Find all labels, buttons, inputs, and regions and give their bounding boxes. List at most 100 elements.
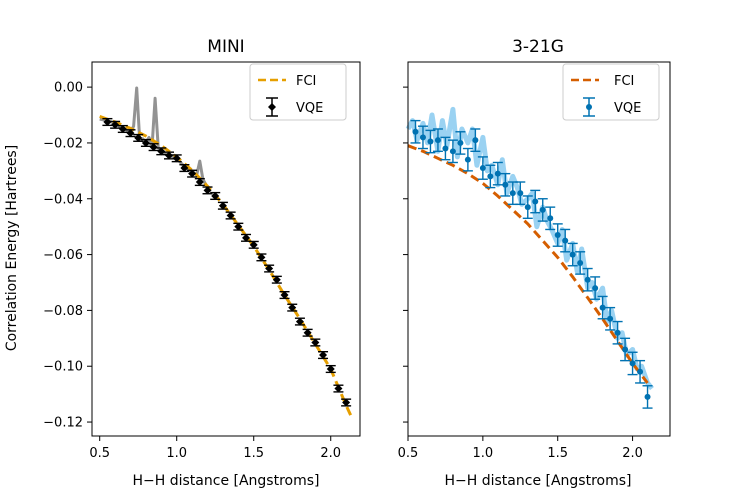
vqe-marker xyxy=(554,232,561,239)
vqe-marker xyxy=(326,365,335,374)
vqe-marker xyxy=(118,124,127,133)
vqe-point-mini xyxy=(256,253,267,262)
axes-frame-mini xyxy=(91,61,361,437)
vqe-marker xyxy=(257,253,266,262)
y-tick-label-mini: 0.00 xyxy=(54,81,83,96)
vqe-marker xyxy=(141,138,150,147)
vqe-marker xyxy=(532,198,539,205)
vqe-point-mini xyxy=(225,211,236,220)
vqe-marker xyxy=(180,164,189,173)
x-axis-label-321g: H−H distance [Angstroms] xyxy=(445,473,632,489)
vqe-point-321g xyxy=(425,129,436,154)
vqe-point-mini xyxy=(248,240,259,249)
legend-box-321g xyxy=(562,63,660,121)
vqe-marker xyxy=(607,315,614,322)
vqe-marker xyxy=(562,237,569,244)
vqe-point-321g xyxy=(552,223,563,247)
vqe-marker xyxy=(195,178,204,187)
vqe-point-mini xyxy=(202,186,213,195)
vqe-marker xyxy=(334,384,343,393)
y-tick-label-mini: −0.12 xyxy=(43,416,83,431)
vqe-point-321g xyxy=(567,242,578,267)
vqe-point-321g xyxy=(545,206,556,231)
vqe-point-mini xyxy=(102,117,113,127)
vqe-marker xyxy=(295,317,304,326)
vqe-marker xyxy=(517,190,524,197)
vqe-point-321g xyxy=(537,198,548,222)
y-tick-label-mini: −0.04 xyxy=(43,192,83,207)
vqe-marker xyxy=(614,329,621,336)
vqe-point-321g xyxy=(560,228,571,253)
fci-line-mini xyxy=(99,114,354,420)
plot-area-321g: 0.5 1.0 1.5 2.0 xyxy=(398,61,671,461)
vqe-marker xyxy=(427,138,434,145)
vqe-marker xyxy=(547,215,554,222)
vqe-marker xyxy=(234,222,243,231)
vqe-point-321g xyxy=(620,337,631,362)
vqe-point-mini xyxy=(179,164,190,173)
vqe-point-mini xyxy=(310,338,321,347)
vqe-marker xyxy=(629,360,636,367)
legend-vqe-label-mini: VQE xyxy=(296,101,323,116)
vqe-marker xyxy=(637,368,644,375)
legend-fci-label-mini: FCI xyxy=(296,74,316,89)
vqe-point-mini xyxy=(156,147,167,156)
vqe-marker xyxy=(524,204,531,211)
y-tick-label-mini: −0.10 xyxy=(43,360,83,375)
x-tick-label-321g: 2.0 xyxy=(622,446,643,461)
vqe-point-321g xyxy=(612,320,623,345)
vqe-marker xyxy=(342,398,351,407)
vqe-marker xyxy=(599,304,606,311)
vqe-marker xyxy=(311,338,320,347)
vqe-point-mini xyxy=(264,264,275,273)
vqe-point-321g xyxy=(582,267,593,292)
vqe-marker xyxy=(412,128,419,135)
panel-title-321g: 3-21G xyxy=(512,37,564,57)
vqe-point-mini xyxy=(133,133,144,142)
vqe-point-mini xyxy=(117,124,128,134)
vqe-marker xyxy=(622,346,629,353)
vqe-point-mini xyxy=(110,120,121,129)
y-axis-label: Correlation Energy [Hartrees] xyxy=(4,145,20,351)
vqe-point-321g xyxy=(642,385,653,409)
vqe-marker xyxy=(172,154,181,163)
vqe-marker xyxy=(265,264,274,273)
vqe-point-321g xyxy=(485,164,496,189)
x-tick-label-321g: 1.0 xyxy=(473,446,494,461)
vqe-marker xyxy=(218,201,227,210)
vqe-point-mini xyxy=(210,191,221,201)
panel-title-mini: MINI xyxy=(207,37,244,57)
panel-321g: 3-21G 0.5 1.0 1.5 2.0 H−H distance [Angstro… xyxy=(398,37,671,489)
vqe-point-mini xyxy=(241,233,252,242)
vqe-marker xyxy=(319,351,328,360)
vqe-marker xyxy=(188,169,197,178)
vqe-marker xyxy=(226,211,235,220)
x-tick-label-321g: 0.5 xyxy=(398,446,419,461)
plot-area-mini: 0.5 1.0 1.5 2.0 0.00 −0.02 −0.04 −0.06 −0.08 −0.1… xyxy=(43,61,361,461)
vqe-marker xyxy=(442,145,449,152)
x-axis-label-mini: H−H distance [Angstroms] xyxy=(133,473,320,489)
vqe-marker xyxy=(103,118,112,127)
vqe-point-321g xyxy=(522,195,533,219)
vqe-point-321g xyxy=(492,161,503,186)
vqe-marker xyxy=(134,133,143,142)
vqe-marker xyxy=(464,156,471,163)
y-tick-label-mini: −0.08 xyxy=(43,304,83,319)
x-tick-label-mini: 1.5 xyxy=(243,446,264,461)
vqe-point-mini xyxy=(318,351,329,360)
legend-vqe-swatch-321g xyxy=(583,97,595,117)
legend-fci-label-321g: FCI xyxy=(614,74,634,89)
vqe-point-mini xyxy=(194,177,205,187)
vqe-point-321g xyxy=(440,136,451,161)
vqe-marker xyxy=(644,393,651,400)
vqe-marker xyxy=(126,129,135,138)
vqe-marker xyxy=(494,170,501,177)
vqe-marker xyxy=(280,291,289,300)
vqe-marker xyxy=(472,137,479,144)
vqe-marker xyxy=(419,134,426,141)
vqe-point-mini xyxy=(171,154,182,163)
vqe-marker xyxy=(111,120,120,129)
legend-321g: FCI VQE xyxy=(562,63,660,121)
vqe-marker xyxy=(502,181,509,188)
vqe-marker xyxy=(203,186,212,195)
